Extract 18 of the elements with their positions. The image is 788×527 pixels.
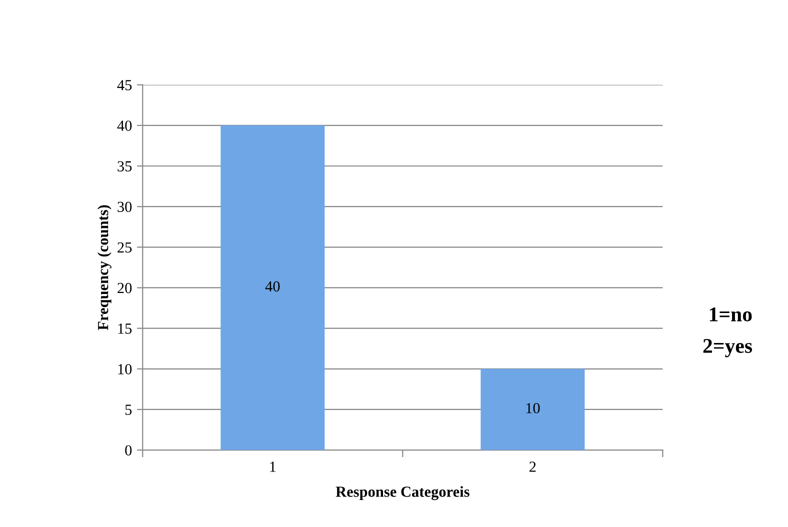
y-tick-label: 30 [118, 202, 132, 212]
y-tick-label: 40 [117, 120, 132, 131]
y-axis-title: Frequency (counts) [97, 205, 112, 330]
data-label: 10 [526, 402, 540, 414]
y-tick-label: 5 [125, 404, 132, 415]
data-label: 40 [265, 281, 280, 292]
y-tick-label: 15 [118, 324, 132, 334]
text: 2=yes [703, 338, 752, 358]
x-tick-label: 2 [530, 462, 536, 472]
y-tick-label: 0 [125, 445, 132, 456]
y-tick-label: 35 [118, 161, 132, 172]
text: 1=no [710, 307, 752, 322]
y-tick-label: 25 [118, 242, 132, 253]
x-tick-label: 1 [270, 462, 276, 472]
y-tick-label: 20 [118, 282, 132, 294]
y-tick-label: 45 [117, 80, 132, 90]
x-axis-title: Response Categoreis [336, 486, 470, 500]
y-tick-label: 10 [118, 364, 132, 374]
